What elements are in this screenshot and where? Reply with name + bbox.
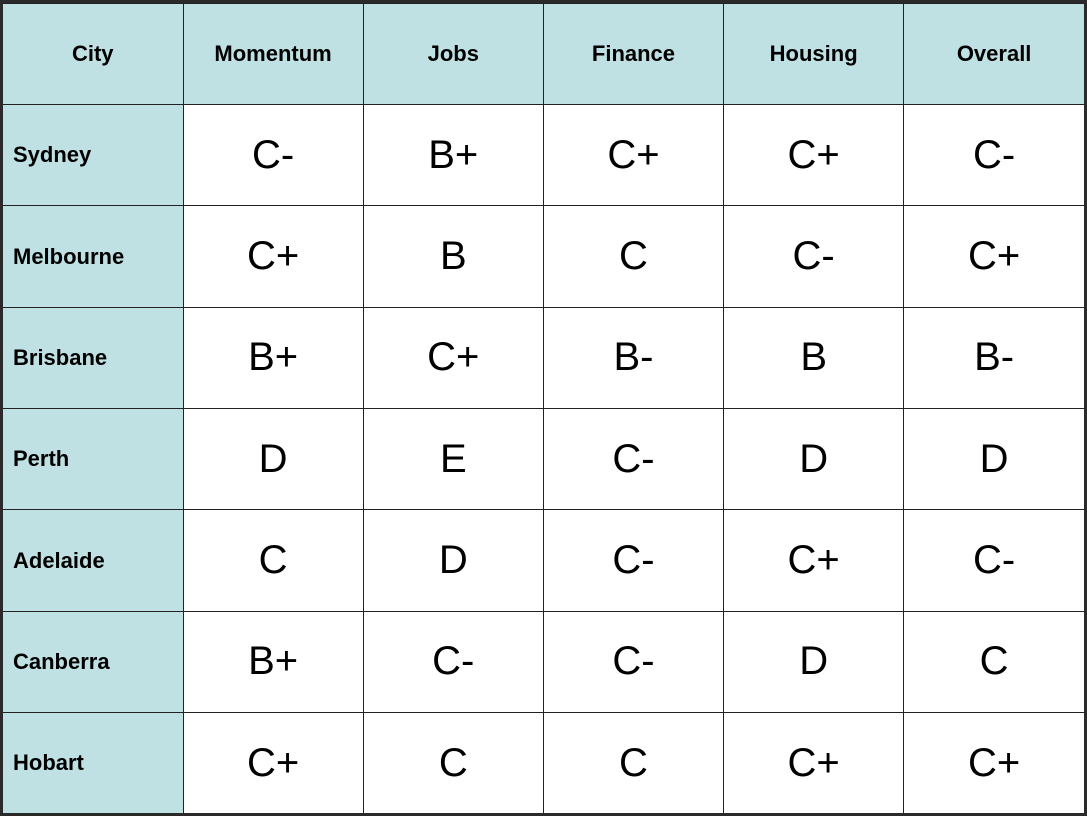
grade-cell: C- [903,103,1084,207]
column-header: Housing [723,3,905,105]
city-name: Hobart [3,712,184,813]
grade-cell: B [362,205,544,308]
grade-cell: C+ [723,509,905,612]
table-row: Hobart C+ C C C+ C+ [3,712,1084,813]
grade-cell: C- [542,408,725,511]
grade-cell: E [362,408,544,511]
grade-cell: D [182,408,364,511]
table-row: Sydney C- B+ C+ C+ C- [3,103,1084,207]
city-name: Canberra [3,610,184,714]
grade-cell: C+ [182,712,364,813]
grade-cell: C- [182,103,364,207]
city-name: Brisbane [3,306,184,410]
grade-cell: D [723,610,905,714]
grade-cell: C- [362,610,544,714]
grade-cell: C- [542,610,725,714]
grade-cell: B+ [362,103,544,207]
grade-cell: B [723,306,905,410]
grade-cell: C+ [903,712,1084,813]
grade-cell: B- [542,306,725,410]
grade-cell: D [723,408,905,511]
city-name: Perth [3,408,184,511]
grade-cell: C [542,205,725,308]
grade-cell: B+ [182,306,364,410]
header-row: City Momentum Jobs Finance Housing Overall [3,3,1084,105]
grade-cell: B+ [182,610,364,714]
grade-cell: C+ [182,205,364,308]
column-header: Overall [903,3,1084,105]
grade-cell: D [903,408,1084,511]
grades-table: City Momentum Jobs Finance Housing Overall Syd… [3,3,1084,813]
column-header: Finance [542,3,725,105]
grade-cell: D [362,509,544,612]
grade-cell: C+ [723,712,905,813]
grade-cell: C [903,610,1084,714]
grade-cell: C+ [542,103,725,207]
grade-cell: C+ [723,103,905,207]
city-name: Sydney [3,103,184,207]
grade-cell: C- [903,509,1084,612]
table-row: Canberra B+ C- C- D C [3,610,1084,714]
grade-cell: C+ [362,306,544,410]
grade-cell: C [542,712,725,813]
grade-cell: C- [542,509,725,612]
table-row: Perth D E C- D D [3,408,1084,511]
table-row: Brisbane B+ C+ B- B B- [3,306,1084,410]
table-row: Melbourne C+ B C C- C+ [3,205,1084,308]
grade-cell: C [362,712,544,813]
city-name: Adelaide [3,509,184,612]
column-header: Momentum [182,3,364,105]
grade-cell: C- [723,205,905,308]
table-row: Adelaide C D C- C+ C- [3,509,1084,612]
city-name: Melbourne [3,205,184,308]
column-header: Jobs [362,3,544,105]
grade-cell: C [182,509,364,612]
grade-cell: C+ [903,205,1084,308]
grade-cell: B- [903,306,1084,410]
column-header: City [3,3,184,105]
